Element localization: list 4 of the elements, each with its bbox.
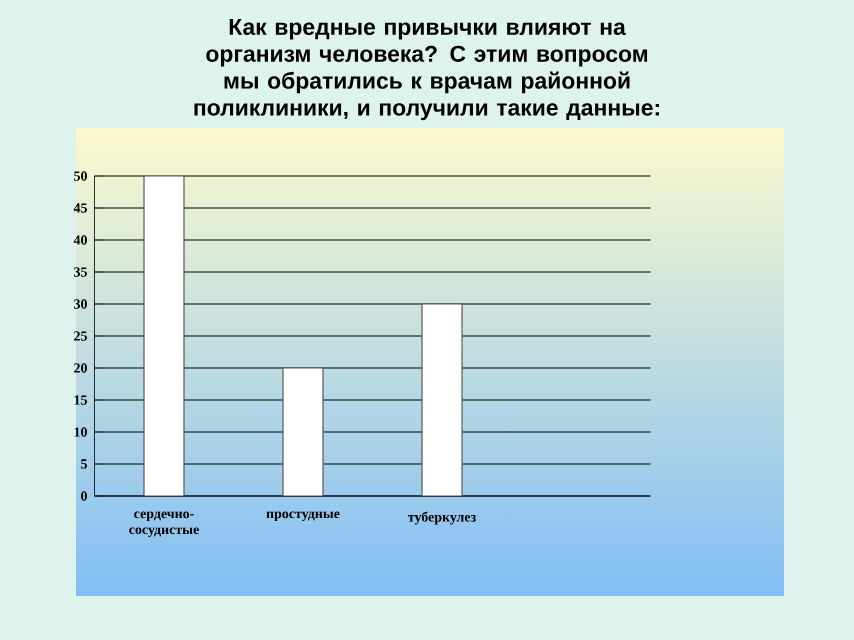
bar: [143, 176, 185, 496]
bar: [282, 367, 324, 496]
bar: [421, 303, 463, 496]
chart-title: Как вредные привычки влияют на организм человека? С этим вопросом мы обратились к врачам районной поликлиники, и получили такие данные:: [194, 19, 659, 121]
